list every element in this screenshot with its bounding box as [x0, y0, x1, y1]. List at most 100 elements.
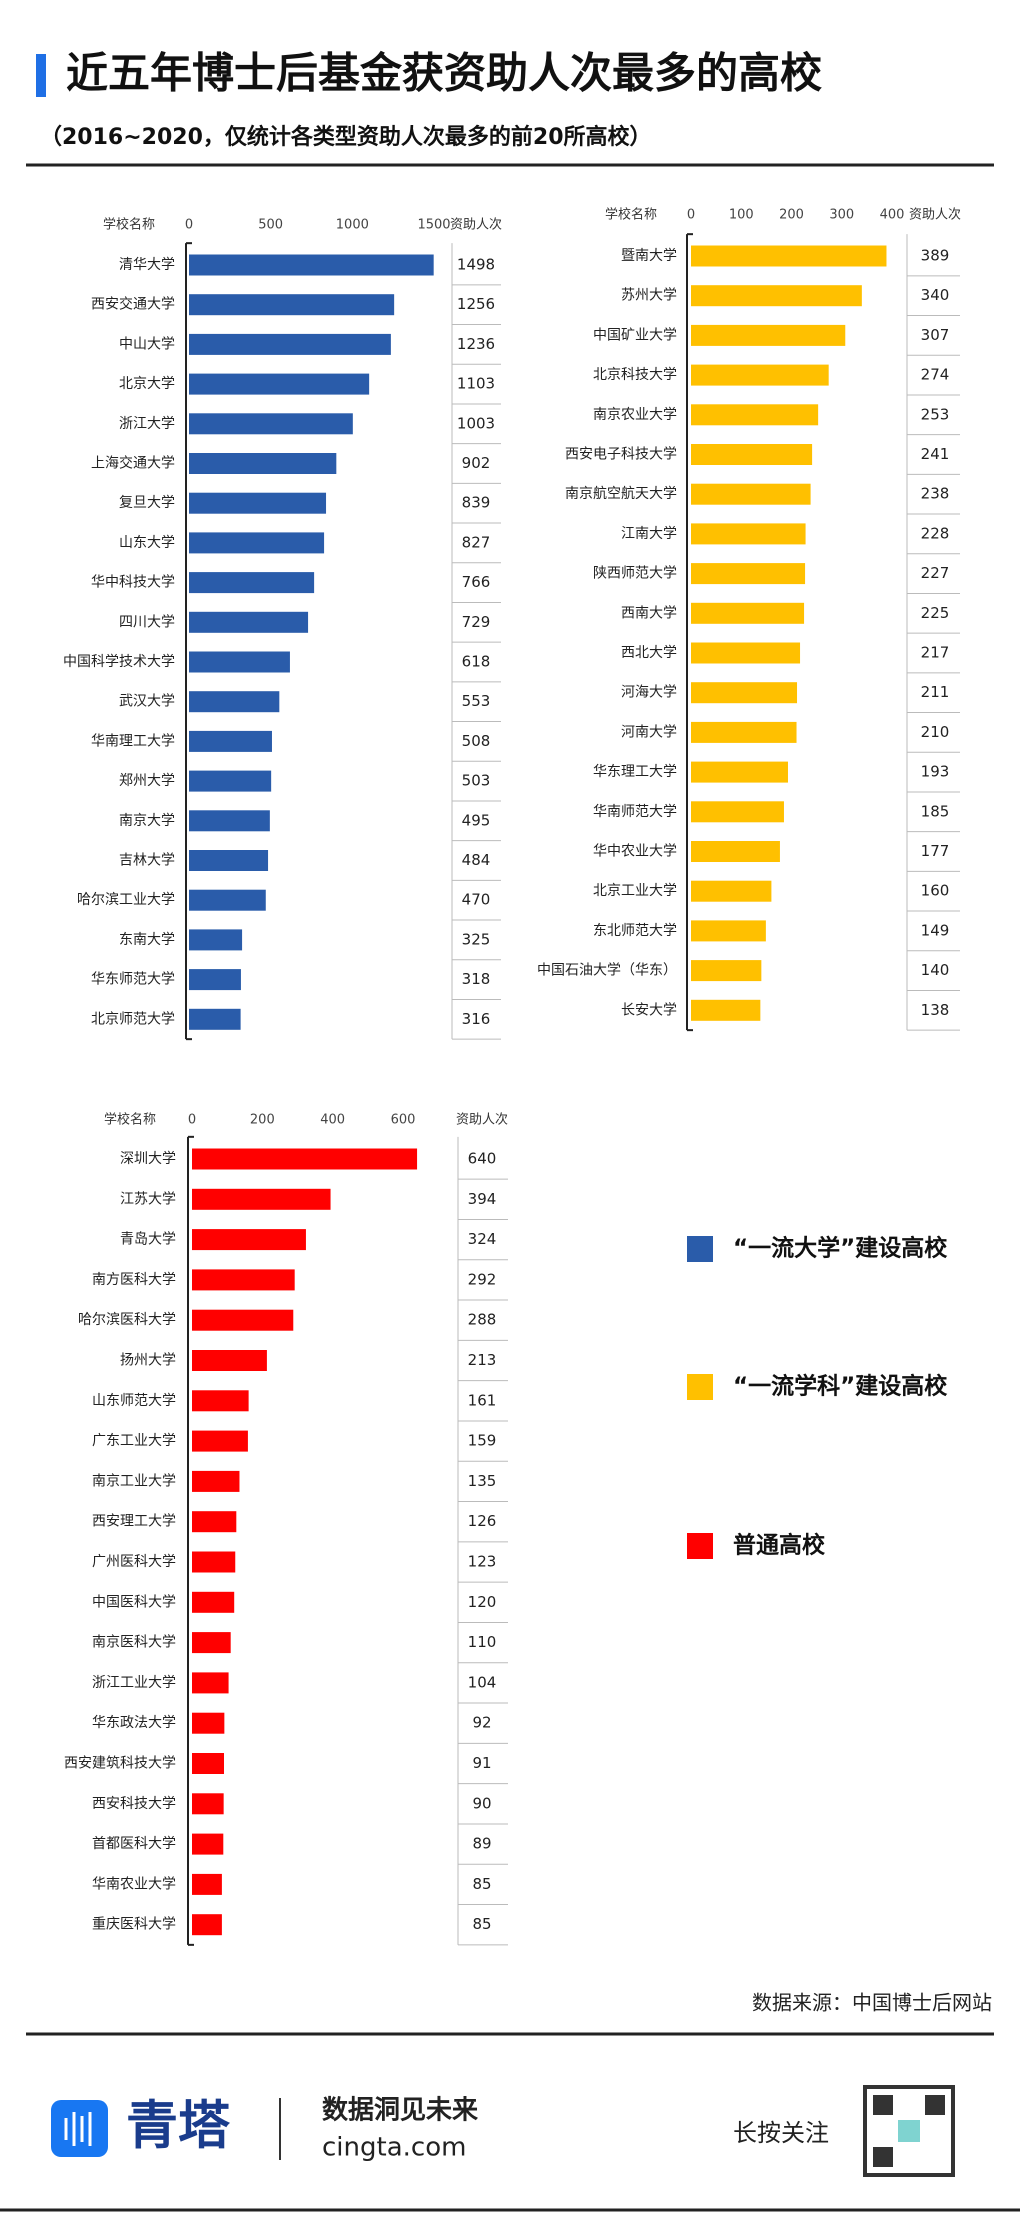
legend-label: 普通高校 [733, 1532, 826, 1559]
x-tick-label: 0 [185, 218, 193, 233]
bar [691, 880, 772, 902]
value-label: 553 [462, 692, 491, 710]
category-label: 上海交通大学 [91, 455, 175, 472]
value-label: 89 [472, 1835, 491, 1853]
category-header: 学校名称 [103, 217, 155, 233]
category-label: 重庆医科大学 [92, 1917, 176, 1933]
legend-label: “一流大学”建设高校 [733, 1235, 948, 1262]
bar [691, 285, 862, 307]
bar [189, 889, 266, 911]
value-label: 241 [921, 445, 950, 463]
bar [691, 444, 813, 465]
value-label: 307 [921, 326, 950, 344]
value-label: 210 [921, 723, 950, 741]
bar [691, 920, 766, 942]
value-label: 110 [468, 1633, 497, 1651]
category-label: 西安科技大学 [92, 1796, 176, 1812]
category-label: 南京工业大学 [92, 1473, 176, 1489]
value-label: 1236 [457, 335, 495, 353]
value-label: 123 [468, 1553, 497, 1571]
value-label: 92 [472, 1714, 491, 1732]
category-label: 山东师范大学 [92, 1392, 176, 1409]
bar [189, 929, 243, 951]
category-label: 长安大学 [621, 1002, 677, 1018]
value-label: 135 [468, 1472, 497, 1490]
bar [189, 1008, 241, 1030]
value-header: 资助人次 [909, 207, 961, 223]
qr-corner [873, 2147, 893, 2167]
bar [691, 841, 780, 862]
value-label: 1003 [457, 414, 495, 432]
bar [192, 1430, 248, 1452]
bar [192, 1188, 331, 1210]
x-tick-label: 500 [258, 218, 283, 233]
x-tick-label: 1000 [336, 218, 369, 233]
value-label: 225 [921, 604, 950, 622]
category-label: 南方医科大学 [92, 1272, 176, 1288]
category-label: 哈尔滨医科大学 [78, 1312, 176, 1328]
category-label: 西安建筑科技大学 [64, 1756, 176, 1772]
category-label: 复旦大学 [119, 494, 175, 511]
value-header: 资助人次 [456, 1112, 508, 1128]
category-label: 河南大学 [621, 724, 677, 740]
category-label: 华南农业大学 [92, 1876, 176, 1892]
category-label: 四川大学 [119, 614, 175, 630]
category-label: 北京大学 [119, 376, 175, 392]
category-label: 陕西师范大学 [593, 565, 677, 582]
category-label: 浙江工业大学 [92, 1675, 176, 1691]
subtitle: （2016~2020，仅统计各类型资助人次最多的前20所高校） [40, 124, 652, 150]
bar [192, 1551, 236, 1573]
value-label: 138 [921, 1001, 950, 1019]
bar [189, 770, 272, 792]
value-label: 160 [921, 882, 950, 900]
bar [189, 611, 309, 633]
bar [189, 850, 269, 871]
value-label: 213 [468, 1351, 497, 1369]
category-label: 中国矿业大学 [593, 327, 677, 343]
value-label: 389 [921, 247, 950, 265]
value-label: 394 [468, 1190, 497, 1208]
value-label: 228 [921, 524, 950, 542]
category-label: 武汉大学 [119, 694, 175, 710]
bar [691, 404, 819, 426]
bar [691, 563, 806, 585]
value-label: 211 [921, 683, 950, 701]
value-label: 508 [462, 732, 491, 750]
category-label: 西安交通大学 [91, 296, 175, 313]
bar [189, 333, 391, 355]
x-tick-label: 400 [880, 208, 905, 223]
bar [192, 1672, 229, 1694]
value-label: 316 [462, 1010, 491, 1028]
cta: 长按关注 [733, 2119, 829, 2147]
category-label: 扬州大学 [120, 1353, 176, 1369]
value-label: 340 [921, 286, 950, 304]
url: cingta.com [322, 2133, 466, 2163]
x-tick-label: 0 [188, 1113, 196, 1128]
category-label: 中国医科大学 [92, 1594, 176, 1610]
category-label: 江苏大学 [120, 1191, 176, 1207]
bar [691, 960, 762, 982]
logo [51, 2100, 108, 2157]
value-label: 126 [468, 1512, 497, 1530]
value-label: 177 [921, 842, 950, 860]
bar [691, 682, 798, 704]
bar [189, 492, 327, 514]
bar [189, 413, 353, 435]
category-label: 北京科技大学 [593, 367, 677, 383]
brand: 青塔 [126, 2096, 231, 2157]
bar [189, 532, 325, 554]
value-header: 资助人次 [450, 217, 502, 233]
bar [192, 1350, 267, 1371]
bar [192, 1753, 225, 1774]
value-label: 324 [468, 1230, 497, 1248]
value-label: 217 [921, 644, 950, 662]
bar [691, 999, 761, 1021]
category-label: 郑州大学 [119, 773, 175, 789]
category-label: 西南大学 [621, 605, 677, 621]
category-label: 苏州大学 [621, 288, 677, 304]
legend-label: “一流学科”建设高校 [733, 1373, 948, 1400]
category-label: 广州医科大学 [92, 1554, 176, 1570]
bar [189, 810, 270, 832]
value-label: 470 [462, 891, 491, 909]
value-label: 729 [462, 613, 491, 631]
